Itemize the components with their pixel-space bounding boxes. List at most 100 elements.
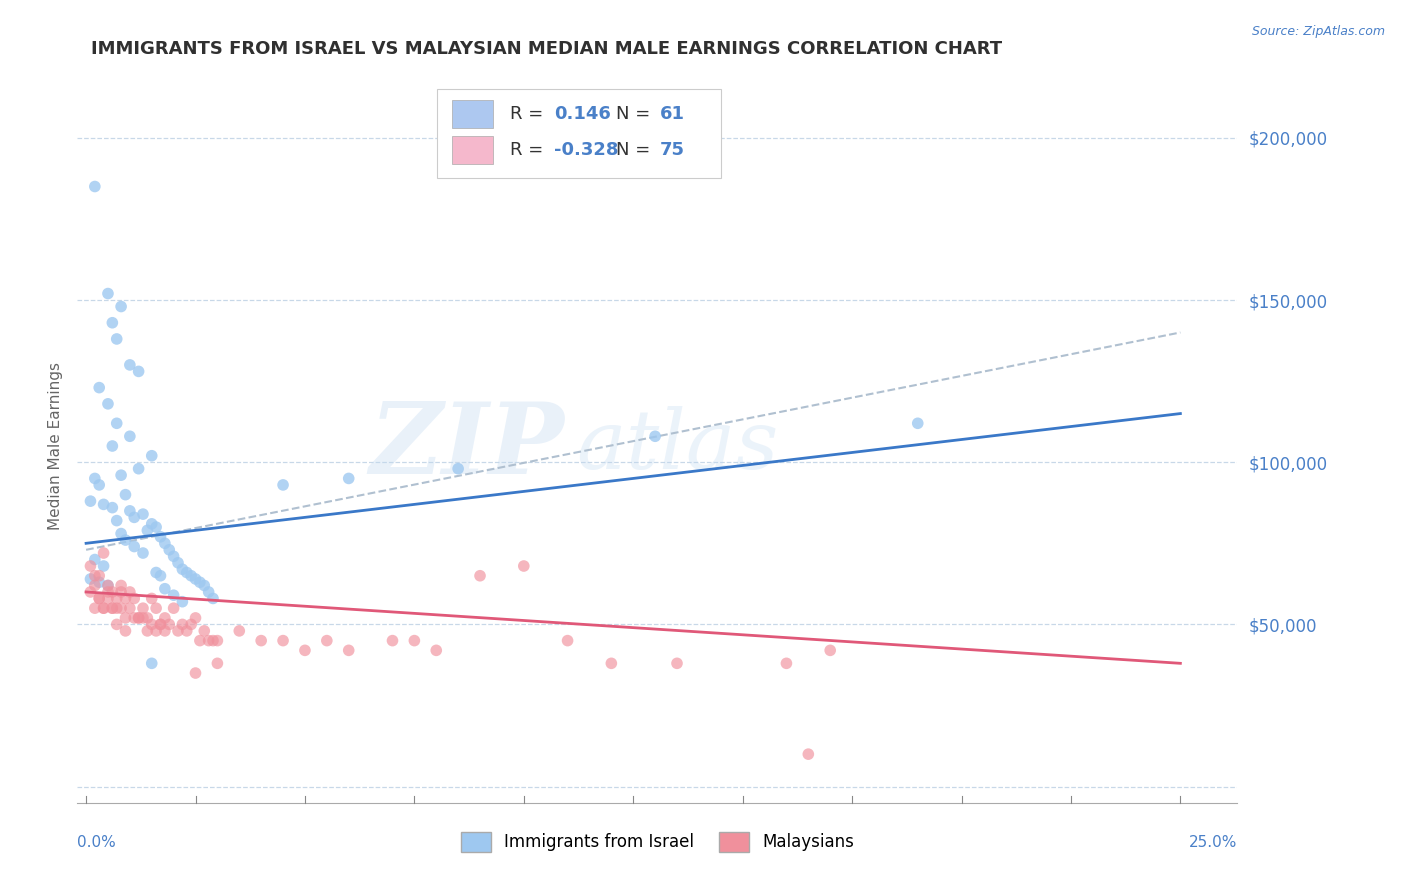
Point xyxy=(337,471,360,485)
Point xyxy=(157,542,180,557)
Point xyxy=(83,568,105,582)
Point xyxy=(97,286,120,301)
Point xyxy=(447,461,470,475)
Point xyxy=(110,300,132,314)
Point xyxy=(167,624,190,638)
Point xyxy=(153,536,176,550)
Point xyxy=(145,601,167,615)
Point xyxy=(149,617,172,632)
Text: 0.0%: 0.0% xyxy=(77,835,117,850)
Point xyxy=(110,468,132,483)
FancyBboxPatch shape xyxy=(451,136,494,164)
Point xyxy=(101,585,124,599)
Point xyxy=(118,504,141,518)
Point xyxy=(136,624,159,638)
Point xyxy=(184,666,207,681)
Point xyxy=(513,559,536,574)
Point xyxy=(207,633,229,648)
Text: 25.0%: 25.0% xyxy=(1189,835,1237,850)
Point xyxy=(105,601,128,615)
Point xyxy=(97,585,120,599)
Point xyxy=(202,591,225,606)
Point xyxy=(122,510,145,524)
Point xyxy=(89,591,111,606)
Point xyxy=(557,633,579,648)
Point xyxy=(105,417,128,431)
Point xyxy=(141,657,163,671)
Point xyxy=(197,585,219,599)
Point xyxy=(114,591,136,606)
Point xyxy=(180,568,202,582)
Point xyxy=(644,429,666,443)
Point xyxy=(271,478,294,492)
Point xyxy=(228,624,250,638)
Point xyxy=(118,429,141,443)
Point xyxy=(122,591,145,606)
Point xyxy=(110,601,132,615)
Point xyxy=(153,582,176,596)
Point xyxy=(105,591,128,606)
Point xyxy=(97,591,120,606)
Point xyxy=(89,478,111,492)
Point xyxy=(197,633,219,648)
Point xyxy=(89,381,111,395)
Point xyxy=(83,552,105,566)
Point xyxy=(157,617,180,632)
Point xyxy=(110,526,132,541)
Point xyxy=(149,568,172,582)
Point xyxy=(145,520,167,534)
Point xyxy=(468,568,491,582)
Point xyxy=(600,657,623,671)
Text: -0.328: -0.328 xyxy=(554,141,619,159)
Point xyxy=(149,617,172,632)
Point xyxy=(818,643,841,657)
Point xyxy=(83,179,105,194)
Point xyxy=(141,449,163,463)
Point xyxy=(162,601,184,615)
Point xyxy=(202,633,225,648)
Text: Source: ZipAtlas.com: Source: ZipAtlas.com xyxy=(1251,25,1385,38)
Text: IMMIGRANTS FROM ISRAEL VS MALAYSIAN MEDIAN MALE EARNINGS CORRELATION CHART: IMMIGRANTS FROM ISRAEL VS MALAYSIAN MEDI… xyxy=(91,40,1002,58)
Y-axis label: Median Male Earnings: Median Male Earnings xyxy=(48,362,63,530)
Point xyxy=(250,633,273,648)
Point xyxy=(101,316,124,330)
Text: 61: 61 xyxy=(659,105,685,123)
Text: 75: 75 xyxy=(659,141,685,159)
Point xyxy=(122,540,145,554)
Point xyxy=(149,530,172,544)
Point xyxy=(162,549,184,564)
Point xyxy=(188,575,211,590)
Point xyxy=(89,591,111,606)
Point xyxy=(93,601,115,615)
Point xyxy=(180,617,202,632)
Point xyxy=(141,617,163,632)
Point xyxy=(184,611,207,625)
FancyBboxPatch shape xyxy=(451,100,494,128)
Point xyxy=(172,595,194,609)
Point xyxy=(128,611,150,625)
Point xyxy=(167,556,190,570)
Point xyxy=(141,591,163,606)
Point xyxy=(79,559,101,574)
Point xyxy=(105,617,128,632)
Text: N =: N = xyxy=(616,105,655,123)
Point xyxy=(132,507,155,521)
Point xyxy=(101,439,124,453)
Point xyxy=(271,633,294,648)
Legend: Immigrants from Israel, Malaysians: Immigrants from Israel, Malaysians xyxy=(454,825,860,859)
Point xyxy=(97,397,120,411)
Point xyxy=(122,611,145,625)
Point xyxy=(83,601,105,615)
Point xyxy=(176,566,198,580)
Point xyxy=(145,566,167,580)
Point xyxy=(193,578,215,592)
Point xyxy=(79,572,101,586)
Point xyxy=(89,568,111,582)
Point xyxy=(128,364,150,378)
Point xyxy=(294,643,316,657)
Point xyxy=(153,624,176,638)
Point xyxy=(128,611,150,625)
Point xyxy=(114,611,136,625)
Point xyxy=(105,332,128,346)
Point xyxy=(128,461,150,475)
